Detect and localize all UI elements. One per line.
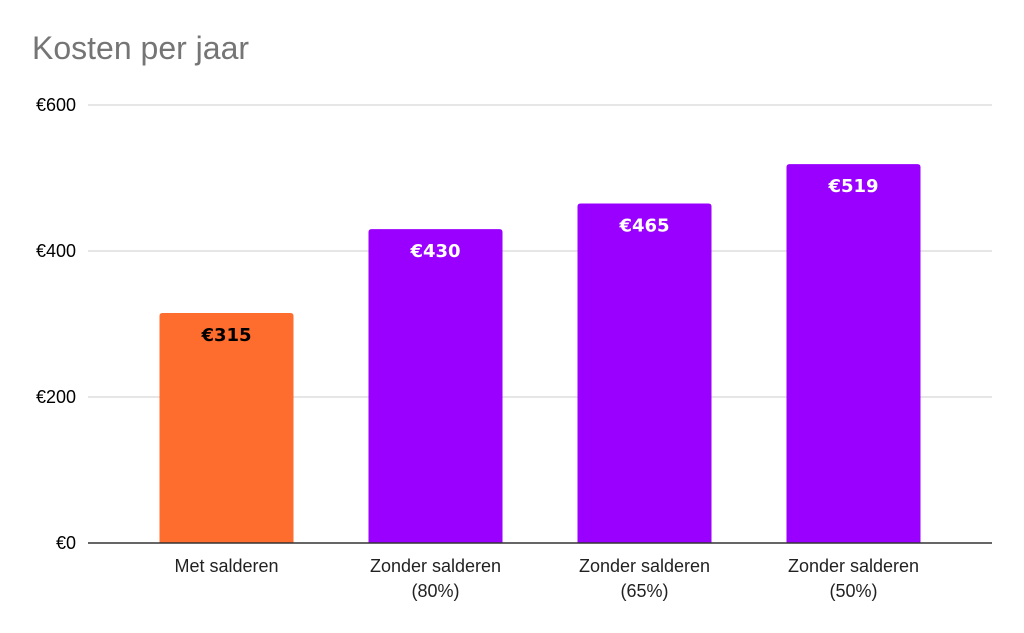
data-label: €519 [827,176,878,197]
y-tick-label: €200 [36,387,76,407]
x-category-label: Met salderen [174,556,278,576]
bar [577,203,712,544]
y-tick-label: €600 [36,95,76,115]
bars [159,164,921,544]
x-category-label: Zonder salderen [788,556,919,576]
axes: €0 €200 €400 €600 Met salderen Zonder saldere… [36,95,992,601]
data-label: €465 [618,216,669,237]
bar [368,229,503,543]
data-label: €315 [200,325,251,346]
x-category-label: (80%) [411,581,459,601]
x-category-label: Zonder salderen [370,556,501,576]
bar [159,313,294,543]
x-category-label: Zonder salderen [579,556,710,576]
chart-title: Kosten per jaar [32,30,250,66]
data-labels: €315 €430 €465 €519 [200,176,878,346]
x-category-label: (65%) [620,581,668,601]
y-tick-label: €400 [36,241,76,261]
y-tick-label: €0 [56,533,76,553]
x-category-label: (50%) [829,581,877,601]
data-label: €430 [409,241,460,262]
bar [786,164,921,543]
